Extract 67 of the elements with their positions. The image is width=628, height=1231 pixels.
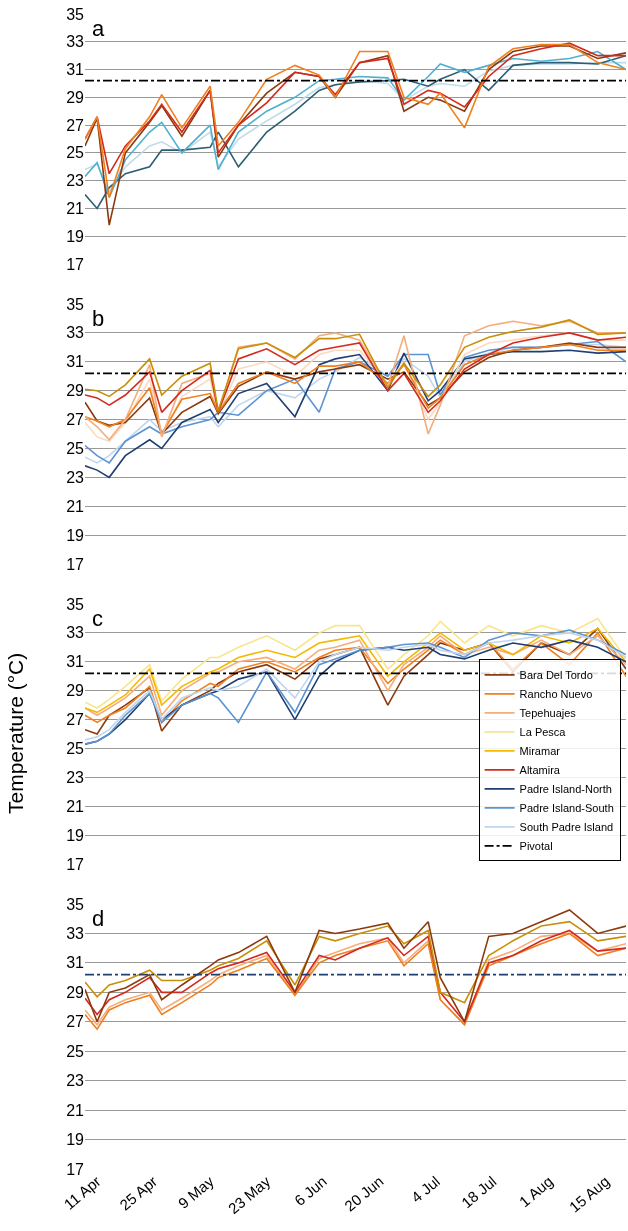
line-series [85,349,626,479]
y-tick-label: 17 [66,1160,85,1178]
y-axis-title: Temperature (°C) [4,652,27,814]
y-tick-label: 29 [66,983,85,1001]
y-tick-label: 25 [66,440,85,458]
y-tick-label: 35 [66,5,85,23]
y-tick-label: 33 [66,624,85,642]
legend-label: Padre Island-North [519,783,612,796]
legend-label: Pivotal [519,840,553,853]
y-tick-label: 25 [66,740,85,758]
y-tick-label: 31 [66,353,85,371]
legend-label: Rancho Nuevo [519,688,593,701]
y-tick-label: 17 [66,555,85,573]
x-tick-label: 6 Jun [290,1172,330,1210]
chart-title: d [92,906,105,931]
x-tick-label: 9 May [174,1172,218,1212]
y-tick-label: 23 [66,468,85,486]
x-tick-label: 15 Aug [565,1172,613,1216]
legend-label: Tepehuajes [519,707,577,720]
legend-label: South Padre Island [519,821,614,834]
y-tick-label: 25 [66,1042,85,1060]
y-tick-label: 31 [66,954,85,972]
y-tick-label: 21 [66,1101,85,1119]
y-tick-label: 31 [66,61,85,79]
y-tick-label: 33 [66,33,85,51]
y-tick-label: 29 [66,682,85,700]
y-tick-label: 27 [66,116,85,134]
chart-title: a [92,16,105,41]
y-tick-label: 35 [66,295,85,313]
y-tick-label: 21 [66,200,85,218]
y-tick-label: 21 [66,797,85,815]
y-tick-label: 23 [66,1072,85,1090]
y-tick-label: 17 [66,855,85,873]
y-tick-label: 29 [66,382,85,400]
y-tick-label: 19 [66,526,85,544]
y-tick-label: 33 [66,324,85,342]
legend-label: Altamira [519,764,561,777]
y-tick-label: 19 [66,1131,85,1149]
x-tick-label: 25 Apr [116,1172,161,1214]
y-tick-label: 19 [66,227,85,245]
legend-label: Bara Del Tordo [519,669,593,682]
y-tick-label: 19 [66,826,85,844]
y-tick-label: 31 [66,653,85,671]
y-tick-label: 25 [66,144,85,162]
chart-title: b [92,306,105,331]
y-tick-label: 33 [66,925,85,943]
y-tick-label: 23 [66,172,85,190]
y-tick-label: 23 [66,768,85,786]
x-tick-label: 23 May [224,1172,274,1218]
y-tick-label: 29 [66,88,85,106]
legend-label: Miramar [519,745,561,758]
line-series [85,332,626,414]
y-tick-label: 35 [66,895,85,913]
y-tick-label: 21 [66,497,85,515]
y-tick-label: 27 [66,1013,85,1031]
x-tick-label: 18 Jul [457,1172,500,1212]
y-tick-label: 35 [66,595,85,613]
x-tick-label: 20 Jun [341,1172,387,1215]
y-tick-label: 17 [66,255,85,273]
line-series [85,909,626,1023]
x-tick-label: 1 Aug [515,1172,557,1211]
x-tick-label: 4 Jul [407,1172,443,1206]
legend-label: Padre Island-South [519,802,614,815]
legend-label: La Pesca [519,726,567,739]
y-tick-label: 27 [66,411,85,429]
chart-title: c [92,606,103,631]
y-tick-label: 27 [66,711,85,729]
